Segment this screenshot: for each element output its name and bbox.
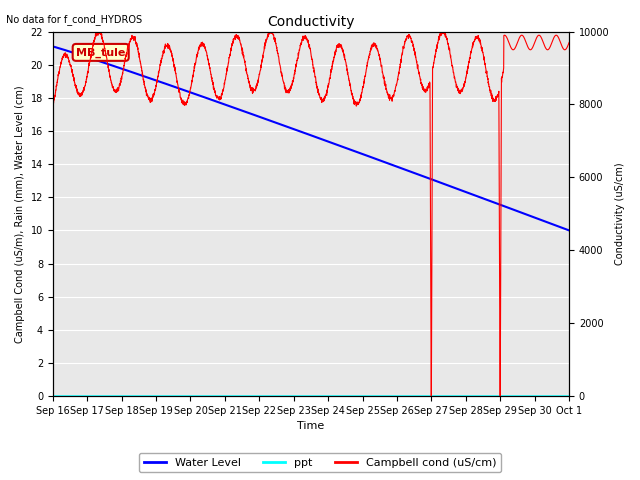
Title: Conductivity: Conductivity xyxy=(267,15,355,29)
X-axis label: Time: Time xyxy=(298,421,324,432)
Text: No data for f_cond_HYDROS: No data for f_cond_HYDROS xyxy=(6,14,143,25)
Text: MB_tule: MB_tule xyxy=(76,47,125,58)
Y-axis label: Campbell Cond (uS/m), Rain (mm), Water Level (cm): Campbell Cond (uS/m), Rain (mm), Water L… xyxy=(15,85,25,343)
Legend: Water Level, ppt, Campbell cond (uS/cm): Water Level, ppt, Campbell cond (uS/cm) xyxy=(140,453,500,472)
Y-axis label: Conductivity (uS/cm): Conductivity (uS/cm) xyxy=(615,163,625,265)
